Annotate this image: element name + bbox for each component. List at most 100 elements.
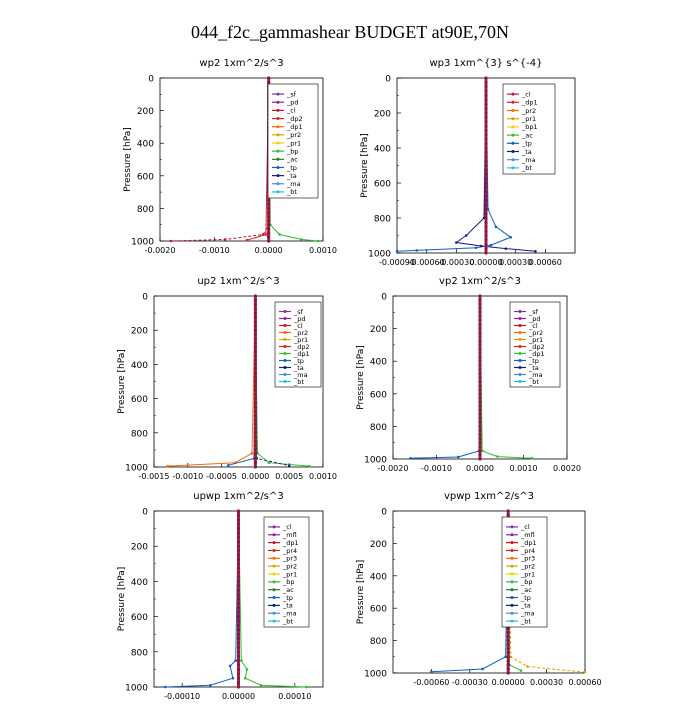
vp2-center-marker — [478, 428, 482, 433]
up2-legend-label: _dp2 — [293, 343, 310, 351]
wp2-legend-label: _bp — [286, 147, 299, 155]
vpwp-center-marker — [506, 647, 510, 651]
upwp-center-marker — [236, 676, 241, 680]
vp2-center-marker — [478, 343, 482, 347]
up2-xtick-label: -0.0005 — [206, 472, 237, 481]
wp3-series-point — [455, 241, 458, 244]
vp2-xtick-label: -0.0020 — [378, 464, 409, 473]
upwp-center-marker — [236, 663, 241, 667]
wp3-legend-box — [502, 83, 556, 175]
up2-center-marker — [253, 362, 257, 366]
up2-center-marker — [253, 307, 257, 311]
up2-legend-label: _pd — [293, 315, 306, 323]
vp2-series-point — [530, 456, 534, 460]
up2-legend-marker — [283, 352, 287, 355]
vpwp-legend-label: _dp1 — [520, 539, 537, 547]
vp2-center-marker — [478, 449, 482, 453]
wp3-legend-marker — [511, 109, 515, 112]
wp3-center-marker — [484, 198, 488, 203]
vp2-center-marker — [478, 437, 482, 441]
wp3-legend-label: _bp1 — [521, 123, 538, 131]
wp2-legend-box — [267, 83, 319, 199]
wp3-center-marker — [484, 133, 488, 137]
vpwp-center-marker — [506, 639, 510, 643]
up2-legend-marker — [283, 310, 287, 313]
vp2-legend-label: _dp2 — [528, 343, 545, 351]
upwp-series-point — [163, 685, 167, 689]
wp3-center-marker — [484, 194, 488, 198]
upwp-center-marker — [236, 571, 241, 575]
vpwp-center-marker — [506, 509, 510, 513]
upwp-series-point — [243, 676, 247, 680]
upwp-legend-marker — [272, 533, 276, 537]
wp3-center-marker — [484, 89, 488, 93]
vp2-center-marker — [478, 306, 482, 310]
wp2-legend-label: _dp1 — [286, 123, 303, 131]
vpwp-xtick-label: 0.00030 — [530, 678, 563, 687]
up2-center-marker — [253, 444, 257, 448]
vp2-center-marker — [478, 371, 482, 376]
up2-xtick-label: 0.0010 — [309, 472, 337, 481]
upwp-legend-marker — [272, 556, 276, 560]
upwp-center-marker — [236, 659, 241, 663]
up2-series-line — [228, 295, 256, 466]
wp2-legend-marker — [276, 149, 280, 153]
up2-xtick-label: 0.0000 — [241, 472, 269, 481]
up2-series-point — [267, 461, 271, 465]
upwp-center-marker — [236, 553, 241, 557]
upwp-title: upwp 1xm^2/s^3 — [193, 491, 283, 502]
vp2-legend-marker — [518, 352, 522, 355]
upwp-series-point — [209, 683, 212, 687]
vp2-series-point — [480, 449, 484, 453]
wp3-series-point — [479, 244, 483, 248]
wp3-ytick-label: 400 — [374, 145, 391, 155]
up2-legend-label: _cl — [293, 322, 303, 330]
wp3-series-point — [504, 247, 508, 250]
up2-center-marker — [253, 375, 257, 379]
up2-legend-marker — [283, 380, 287, 383]
up2-center-marker — [253, 456, 257, 461]
upwp-legend-label: _ma — [282, 610, 297, 618]
upwp-center-marker — [236, 637, 241, 641]
up2-ytick-label: 1000 — [125, 464, 148, 474]
wp3-ytick-label: 800 — [374, 215, 391, 225]
vpwp-legend-marker — [510, 556, 514, 560]
upwp-center-marker — [236, 540, 241, 544]
vp2-center-marker — [478, 318, 482, 323]
vp2-center-marker — [478, 331, 482, 335]
vp2-ytick-label: 400 — [370, 358, 387, 368]
upwp-center-marker — [236, 606, 241, 610]
wp2-legend-marker — [276, 165, 280, 169]
wp3-ylabel: Pressure [hPa] — [360, 133, 370, 198]
up2-center-marker — [253, 349, 257, 354]
wp2-series-point — [169, 239, 173, 243]
wp3-center-marker — [484, 233, 488, 238]
vp2-legend-marker — [518, 338, 522, 341]
wp3-center-marker — [484, 181, 488, 185]
up2-center-marker — [253, 354, 257, 358]
wp3-xtick-label: -0.00060 — [409, 258, 445, 267]
vp2-xtick-label: 0.0010 — [510, 464, 538, 473]
wp2-center-marker — [267, 231, 271, 235]
wp2-legend-label: _pr1 — [286, 139, 301, 147]
vp2-center-marker — [478, 432, 482, 437]
upwp-center-marker — [236, 544, 241, 548]
wp3-center-marker — [484, 242, 488, 246]
upwp-series-point — [240, 659, 243, 662]
up2-legend-label: _ta — [293, 364, 304, 372]
up2-center-marker — [253, 379, 257, 384]
upwp-legend-label: _cl — [282, 523, 292, 531]
vpwp-legend-label: _bt — [520, 617, 531, 625]
up2-center-marker — [253, 294, 257, 298]
up2-center-marker — [253, 405, 257, 409]
vp2-legend-label: _bt — [528, 378, 539, 386]
vpwp-legend-marker — [510, 572, 514, 576]
vpwp-legend-marker — [510, 611, 514, 615]
wp2-xtick-label: 0.0000 — [255, 246, 283, 255]
wp3-center-marker — [484, 146, 488, 150]
wp3-center-marker — [484, 159, 488, 163]
vpwp-legend-marker — [510, 596, 514, 600]
wp3-legend-label: _ma — [521, 156, 536, 164]
up2-center-marker — [253, 452, 257, 456]
up2-center-marker — [253, 448, 257, 452]
